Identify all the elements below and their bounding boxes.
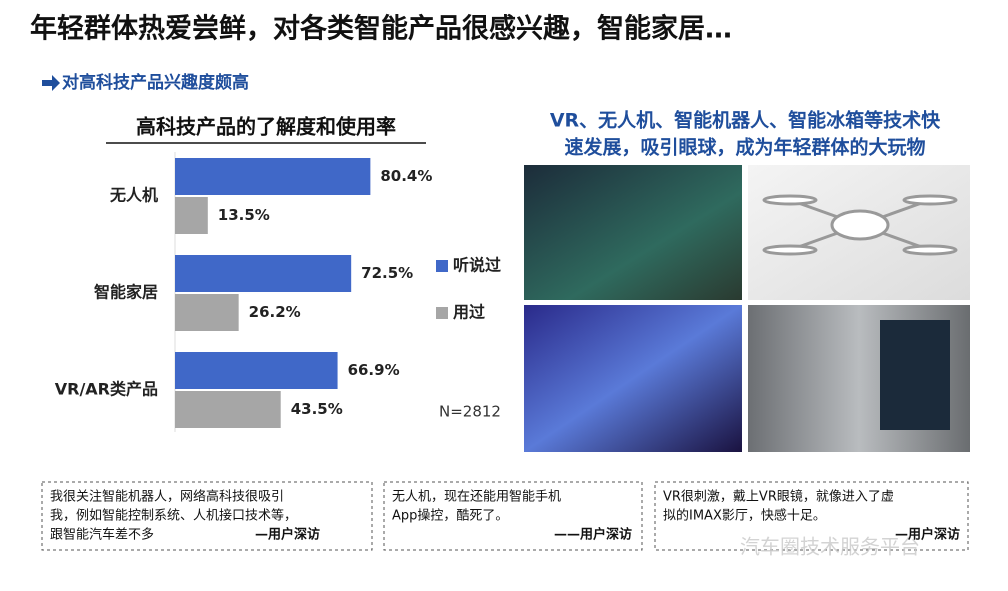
quote-line: App操控，酷死了。 [392,508,508,524]
quote-line: 我，例如智能控制系统、人机接口技术等， [50,508,297,524]
quotes [41,481,969,551]
value-label: 26.2% [249,303,301,321]
quote-line: 拟的IMAX影厅，快感十足。 [663,508,826,524]
bar [175,294,239,331]
quote-line: VR很刺激，戴上VR眼镜，就像进入了虚 [663,490,894,505]
value-label: 13.5% [218,206,270,224]
legend-swatch [436,307,448,319]
quote-source: —用户深访 [895,527,960,543]
subtitle: 对高科技产品兴趣度颇高 [62,72,249,93]
bar [175,391,281,428]
category-label: VR/AR类产品 [55,380,158,399]
legend-label: 听说过 [453,256,501,275]
side-caption: 速发展，吸引眼球，成为年轻群体的大玩物 [564,136,925,159]
quote-box [654,481,969,551]
quote-source: —用户深访 [255,527,320,543]
value-label: 43.5% [291,400,343,418]
legend-label: 用过 [453,303,485,322]
arrow-icon [42,75,60,91]
quote-source: ——用户深访 [554,527,632,543]
bar [175,158,371,195]
legend-swatch [436,260,448,272]
bar [175,197,208,234]
value-label: 72.5% [361,264,413,282]
quote-line: 无人机，现在还能用智能手机 [392,490,561,505]
chart-title: 高科技产品的了解度和使用率 [136,115,396,139]
bar [175,352,338,389]
value-label: 66.9% [348,361,400,379]
quote-box [41,481,373,551]
drone-icon [762,194,958,256]
category-label: 无人机 [109,186,158,205]
quote-line: 跟智能汽车差不多 [50,527,154,543]
quote-line: 我很关注智能机器人，网络高科技很吸引 [50,489,284,505]
quote-box [383,481,643,551]
category-label: 智能家居 [94,283,158,302]
slide-title: 年轻群体热爱尝鲜，对各类智能产品很感兴趣，智能家居… [30,13,732,45]
bar [175,255,352,292]
watermark: 汽车圈技术服务平台 [740,535,920,559]
photo-vr [524,165,742,300]
annotation: N=2812 [439,403,501,421]
fridge-screen [880,320,950,430]
side-caption: VR、无人机、智能机器人、智能冰箱等技术快 [550,109,941,132]
photo-vr-game [524,305,742,452]
value-label: 80.4% [380,167,432,185]
